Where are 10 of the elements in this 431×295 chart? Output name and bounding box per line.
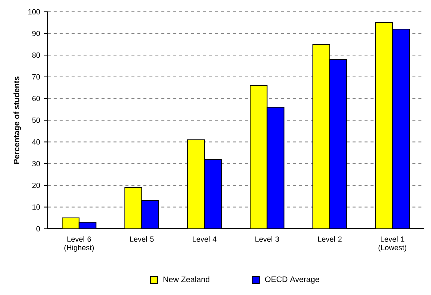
bar xyxy=(392,28,410,229)
bar xyxy=(375,22,394,229)
bar xyxy=(266,107,285,229)
bar xyxy=(330,59,348,229)
bar xyxy=(312,44,330,229)
bar xyxy=(124,187,142,229)
bar xyxy=(250,85,268,229)
bar xyxy=(187,140,206,229)
bar xyxy=(142,200,160,229)
bar xyxy=(204,159,222,229)
